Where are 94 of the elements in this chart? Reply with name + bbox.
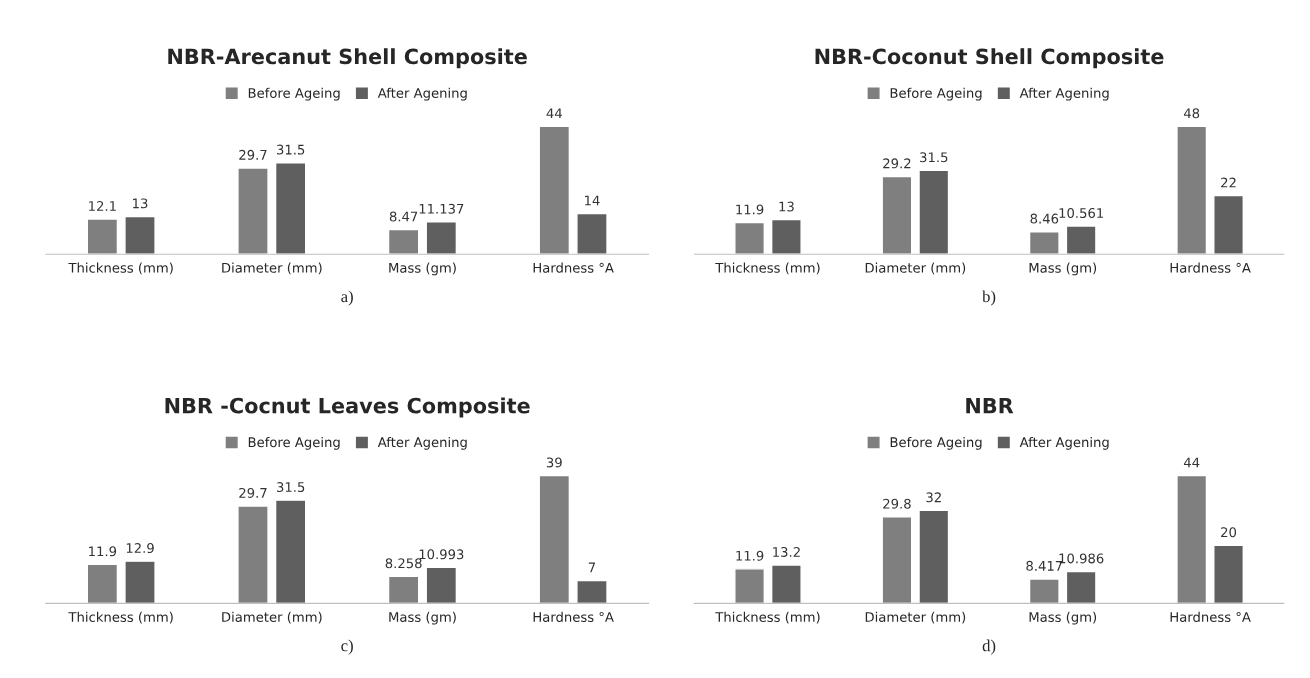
data-label: 8.47 xyxy=(389,211,418,222)
x-tick-label: Thickness (mm) xyxy=(715,611,820,624)
bar xyxy=(881,516,913,604)
x-tick-label: Hardness °A xyxy=(1170,611,1251,622)
legend-label: After Agening xyxy=(377,87,467,101)
bar xyxy=(1213,194,1244,255)
legend-label: Before Ageing xyxy=(890,87,982,101)
text: a) xyxy=(341,290,353,306)
data-label: 13.2 xyxy=(773,546,800,557)
bar xyxy=(86,563,119,604)
data-label: 48 xyxy=(1183,108,1200,119)
data-label: 39 xyxy=(546,457,562,468)
data-label: 44 xyxy=(546,108,562,119)
data-label: 10.561 xyxy=(1059,208,1104,218)
bar xyxy=(576,579,608,604)
bar xyxy=(86,218,119,255)
data-label: 8.258 xyxy=(385,558,422,569)
data-label: 31.5 xyxy=(276,482,305,493)
x-tick-label: Diameter (mm) xyxy=(865,611,966,624)
bar xyxy=(918,509,950,604)
bar xyxy=(576,212,608,255)
data-label: 10.993 xyxy=(419,549,464,560)
data-label: 20 xyxy=(1221,527,1237,538)
data-label: 11.9 xyxy=(736,204,764,215)
data-label: 11.137 xyxy=(419,203,464,214)
x-tick-label: Hardness °A xyxy=(1170,262,1251,273)
bar xyxy=(387,575,420,604)
chart-title: NBR -Cocnut Leaves Composite xyxy=(165,397,530,418)
bar xyxy=(425,566,458,604)
data-label: 32 xyxy=(926,492,941,503)
chart-title: NBR-Arecanut Shell Composite xyxy=(168,48,527,69)
data-label: 13 xyxy=(779,201,794,212)
bar xyxy=(770,564,802,604)
bar xyxy=(274,499,307,604)
x-tick-label: Thickness (mm) xyxy=(68,611,173,624)
x-tick-label: Diameter (mm) xyxy=(865,262,966,275)
data-label: 11.9 xyxy=(89,546,117,557)
x-tick-label: Thickness (mm) xyxy=(68,262,173,275)
data-label: 7 xyxy=(588,562,596,573)
legend-label: Before Ageing xyxy=(248,87,340,101)
x-tick-label: Mass (gm) xyxy=(389,611,456,625)
bar xyxy=(1176,474,1208,604)
legend-label: After Agening xyxy=(377,436,467,450)
data-label: 31.5 xyxy=(276,144,305,155)
data-label: 14 xyxy=(585,195,600,206)
text: c) xyxy=(341,639,353,655)
chart-title: NBR xyxy=(966,398,1014,414)
data-label: 29.2 xyxy=(883,158,911,169)
x-tick-label: Hardness °A xyxy=(533,262,614,273)
text: d) xyxy=(982,639,996,655)
bar xyxy=(425,221,458,255)
legend-label: After Agening xyxy=(1019,87,1109,101)
bar xyxy=(881,175,913,255)
chart-title: NBR-Coconut Shell Composite xyxy=(815,48,1164,69)
bar xyxy=(1065,225,1097,255)
bar xyxy=(274,162,307,255)
legend-label: Before Ageing xyxy=(890,436,982,450)
data-label: 31.5 xyxy=(920,152,948,163)
data-label: 11.9 xyxy=(736,550,764,561)
x-tick-label: Thickness (mm) xyxy=(715,262,820,275)
data-label: 12.9 xyxy=(126,543,154,554)
bar xyxy=(237,505,269,604)
data-label: 44 xyxy=(1183,457,1200,468)
legend-label: After Agening xyxy=(1019,436,1109,450)
bar xyxy=(918,169,950,255)
data-label: 13 xyxy=(133,198,148,209)
x-tick-label: Diameter (mm) xyxy=(222,262,322,275)
data-label: 29.8 xyxy=(883,498,911,509)
data-label: 12.1 xyxy=(89,200,116,211)
x-tick-label: Hardness °A xyxy=(533,611,614,622)
data-label: 29.7 xyxy=(239,149,267,160)
bar xyxy=(237,167,269,255)
data-label: 29.7 xyxy=(239,487,267,498)
bar xyxy=(1028,231,1060,255)
text: b) xyxy=(982,290,996,306)
bar xyxy=(1213,544,1244,604)
bar xyxy=(734,568,765,604)
bar xyxy=(538,474,571,604)
bar xyxy=(1028,578,1060,604)
x-tick-label: Mass (gm) xyxy=(1029,611,1097,625)
legend-label: Before Ageing xyxy=(248,436,340,450)
bar xyxy=(538,125,571,255)
bar xyxy=(734,221,765,255)
x-tick-label: Mass (gm) xyxy=(389,262,456,276)
bar xyxy=(387,228,420,255)
bar xyxy=(1176,125,1208,255)
data-label: 8.46 xyxy=(1030,213,1059,224)
x-tick-label: Diameter (mm) xyxy=(222,611,322,624)
bar xyxy=(1065,570,1097,604)
data-label: 22 xyxy=(1221,177,1236,188)
bar xyxy=(770,218,802,255)
bar xyxy=(124,215,156,255)
bar xyxy=(124,560,156,604)
x-tick-label: Mass (gm) xyxy=(1029,262,1097,276)
